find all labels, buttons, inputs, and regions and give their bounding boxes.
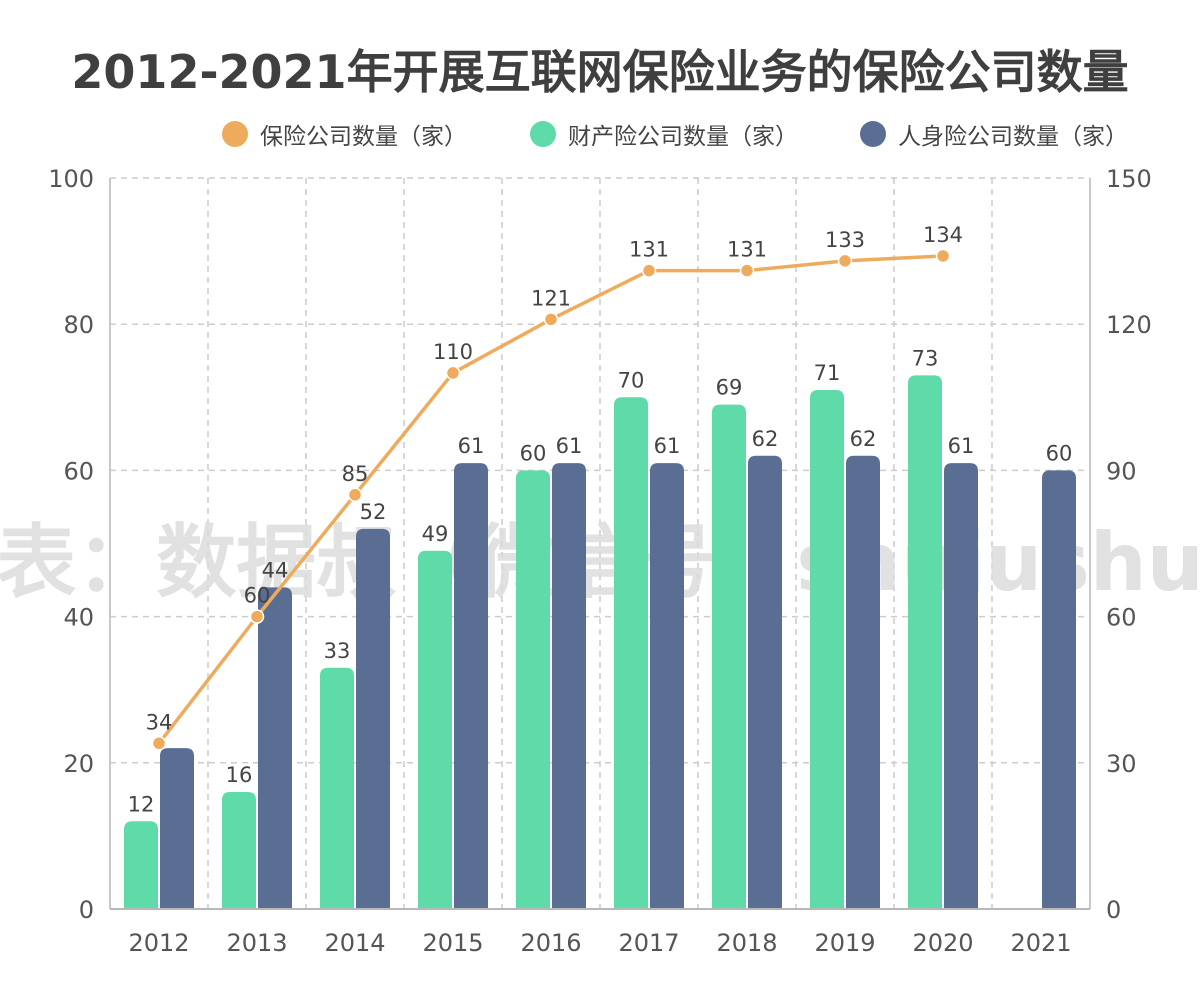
data-label-total: 60 [244, 584, 271, 608]
bar-life [356, 528, 390, 909]
bar-property [614, 397, 648, 909]
bar-life [1042, 470, 1076, 909]
bar-life [552, 463, 586, 909]
point-total [543, 312, 559, 327]
y-right-tick-label: 120 [1106, 311, 1152, 339]
x-tick-label: 2014 [324, 929, 385, 957]
watermark: 制表：数据叔（微信号：shujushu） [0, 516, 1200, 609]
bar-property [418, 550, 452, 909]
point-total [837, 253, 853, 269]
data-label-total: 121 [531, 286, 571, 310]
point-total [935, 248, 951, 264]
legend-marker-total [222, 121, 248, 147]
data-label-property: 60 [520, 441, 547, 465]
bar-property [908, 375, 942, 909]
point-total [445, 365, 461, 381]
data-label-total: 34 [146, 710, 173, 734]
y-left-tick-label: 60 [63, 457, 94, 485]
point-total [641, 263, 657, 278]
x-tick-label: 2013 [226, 929, 287, 957]
data-label-property: 70 [618, 368, 645, 392]
data-label-total: 133 [825, 228, 865, 252]
data-label-life: 52 [360, 500, 387, 524]
x-tick-label: 2017 [618, 929, 679, 957]
legend-marker-property [530, 121, 556, 147]
data-label-property: 49 [422, 522, 449, 546]
chart-title: 2012-2021年开展互联网保险业务的保险公司数量 [71, 45, 1129, 99]
x-tick-label: 2019 [814, 929, 875, 957]
y-right-tick-label: 60 [1106, 604, 1137, 632]
bar-life [846, 455, 880, 909]
point-total [151, 736, 167, 751]
data-label-total: 131 [629, 238, 669, 262]
bar-property [712, 404, 746, 909]
data-label-life: 61 [556, 434, 583, 458]
bar-property [124, 821, 158, 909]
y-right-tick-label: 30 [1106, 750, 1137, 778]
y-left-tick-label: 0 [79, 896, 94, 924]
bar-property [810, 389, 844, 909]
x-tick-label: 2020 [912, 929, 973, 957]
data-label-property: 69 [716, 376, 743, 400]
y-right-tick-label: 150 [1106, 165, 1152, 193]
point-total [347, 487, 363, 503]
x-tick-label: 2016 [520, 929, 581, 957]
x-tick-label: 2015 [422, 929, 483, 957]
bar-life [160, 748, 194, 909]
data-label-property: 33 [324, 639, 351, 663]
legend-item-total[interactable]: 保险公司数量（家） [222, 116, 467, 152]
bar-life [748, 455, 782, 909]
data-label-total: 134 [923, 223, 963, 247]
y-left-tick-label: 100 [48, 165, 94, 193]
x-tick-label: 2018 [716, 929, 777, 957]
data-label-life: 61 [458, 434, 485, 458]
data-label-life: 61 [654, 434, 681, 458]
bar-life [258, 587, 292, 909]
bar-life [454, 463, 488, 909]
legend-label-total: 保险公司数量（家） [260, 124, 467, 150]
legend: 保险公司数量（家） 财产险公司数量（家） 人身险公司数量（家） [0, 116, 1200, 152]
legend-label-life: 人身险公司数量（家） [898, 124, 1128, 150]
y-right-tick-label: 90 [1106, 457, 1137, 485]
data-label-life: 62 [850, 427, 877, 451]
x-tick-label: 2012 [128, 929, 189, 957]
data-label-total: 110 [433, 340, 473, 364]
data-label-total: 131 [727, 238, 767, 262]
bar-property [516, 470, 550, 909]
legend-label-property: 财产险公司数量（家） [568, 124, 798, 150]
point-total [249, 609, 265, 624]
data-label-life: 61 [948, 434, 975, 458]
point-total [739, 263, 755, 278]
legend-item-property[interactable]: 财产险公司数量（家） [530, 116, 798, 152]
y-right-tick-label: 0 [1106, 896, 1121, 924]
legend-item-life[interactable]: 人身险公司数量（家） [860, 116, 1128, 152]
data-label-life: 62 [752, 427, 779, 451]
data-label-life: 60 [1046, 441, 1073, 465]
x-tick-label: 2021 [1010, 929, 1071, 957]
data-label-life: 44 [262, 558, 289, 582]
data-label-property: 73 [912, 346, 939, 370]
bar-property [222, 792, 256, 909]
y-left-tick-label: 40 [63, 604, 94, 632]
bar-life [650, 463, 684, 909]
y-left-tick-label: 80 [63, 311, 94, 339]
bar-life [944, 463, 978, 909]
data-label-total: 85 [342, 462, 369, 486]
y-left-tick-label: 20 [63, 750, 94, 778]
data-label-property: 71 [814, 361, 841, 385]
bar-property [320, 667, 354, 909]
legend-marker-life [860, 121, 886, 147]
data-label-property: 16 [226, 763, 253, 787]
data-label-property: 12 [128, 792, 155, 816]
